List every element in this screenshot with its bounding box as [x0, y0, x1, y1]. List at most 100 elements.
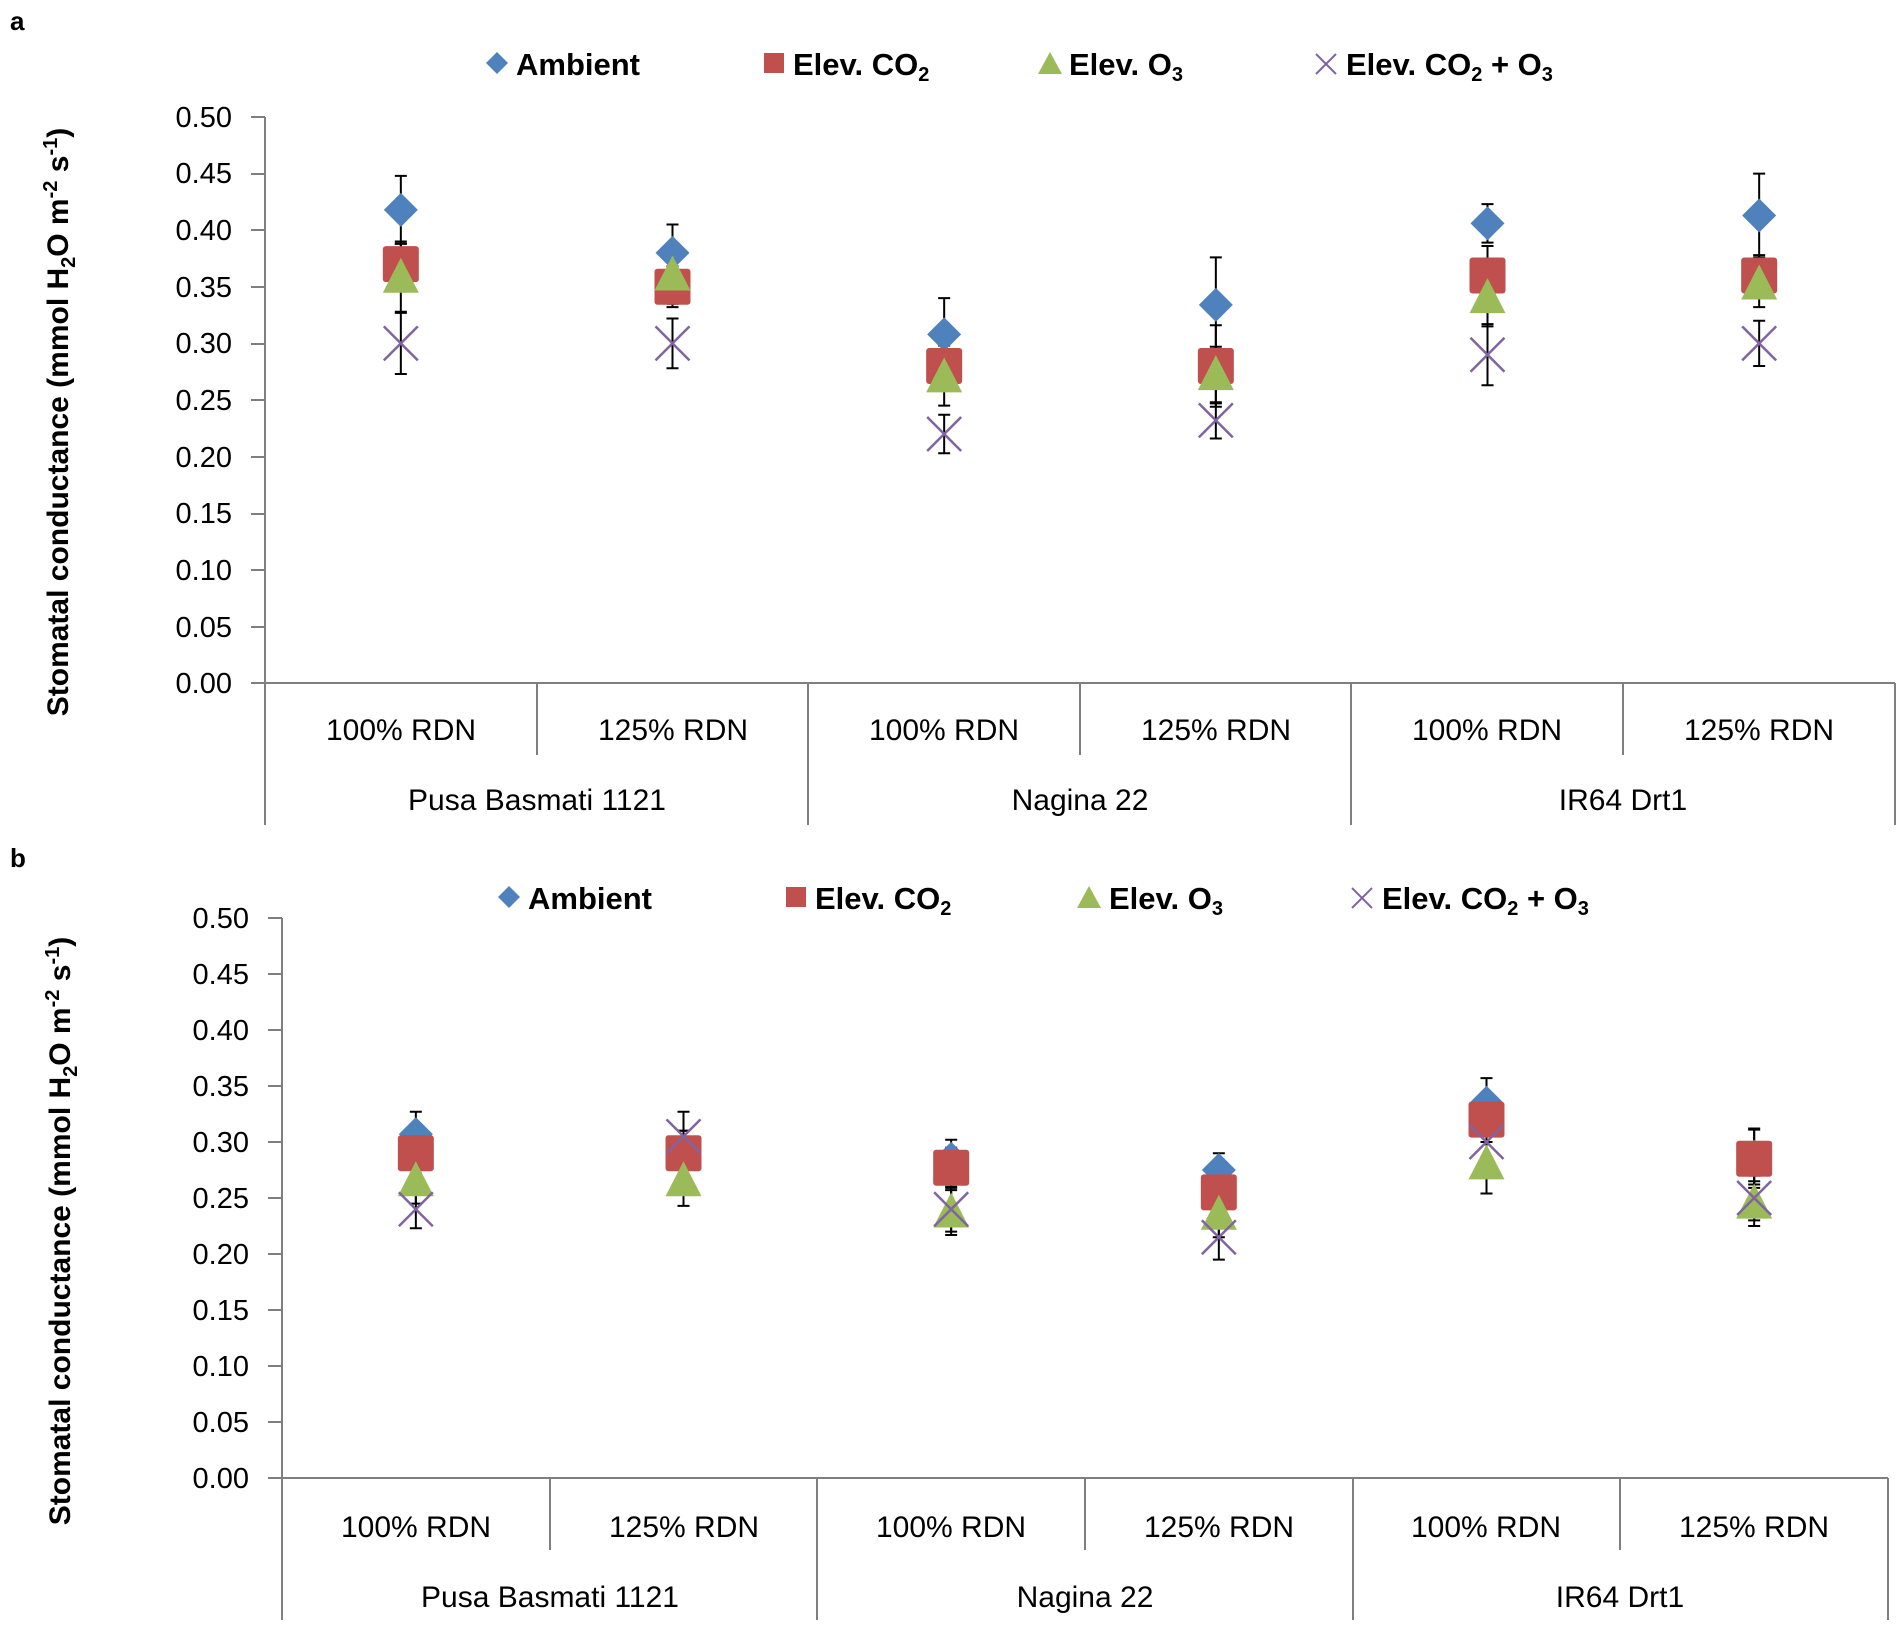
data-point-elev-co2-o3 [933, 1191, 970, 1228]
y-tick-labels: 0.50 0.45 0.40 0.35 0.30 0.25 0.20 0.15 … [176, 102, 232, 700]
legend-item-elev-co2: Elev. CO2 [786, 881, 951, 920]
legend-item-elev-co2: Elev. CO2 [764, 47, 929, 86]
y-tick-label: 0.45 [193, 959, 249, 991]
y-tick-label: 0.30 [193, 1127, 249, 1159]
legend-elev-co2-o3-marker [1315, 53, 1337, 75]
data-point-elev-co2 [1736, 1140, 1773, 1177]
data-point-elev-o3 [1200, 1194, 1237, 1230]
y-tick-label: 0.35 [193, 1071, 249, 1103]
x-tick-label: 125% RDN [1144, 1511, 1294, 1544]
x-tick-label: 100% RDN [876, 1511, 1026, 1544]
legend-ambient-marker [486, 52, 508, 74]
legend-elev-co2-label: Elev. CO2 [793, 47, 929, 86]
data-point-elev-co2-o3 [926, 416, 963, 452]
x-tick-label: 100% RDN [326, 714, 476, 747]
x-category-labels: 100% RDN 125% RDN 100% RDN 125% RDN 100%… [326, 714, 1834, 817]
legend-item-elev-o3: Elev. O3 [1038, 47, 1183, 86]
panel-b: b Ambient Elev. CO2 Elev. O3 Elev. CO2 +… [10, 843, 1889, 1620]
data-point-elev-co2-o3 [1469, 336, 1506, 373]
y-tick-label: 0.05 [176, 612, 232, 644]
x-tick-label: 100% RDN [1411, 1511, 1561, 1544]
data-point-elev-co2 [1468, 1101, 1505, 1138]
legend-elev-co2-o3-marker [1351, 887, 1373, 909]
data-point-elev-co2-o3 [654, 325, 691, 362]
y-axis-title: Stomatal conductance (mmol H2O m-2 s-1) [40, 128, 80, 717]
y-tick-label: 0.05 [193, 1407, 249, 1439]
data-point-elev-co2 [397, 1135, 434, 1172]
y-tick-label: 0.20 [193, 1239, 249, 1271]
panel-letter-a: a [10, 6, 25, 36]
axes [268, 917, 1889, 1620]
legend-item-elev-co2-o3: Elev. CO2 + O3 [1315, 47, 1553, 86]
axes [251, 116, 1896, 825]
legend-item-elev-co2-o3: Elev. CO2 + O3 [1351, 881, 1589, 920]
data-point-elev-co2-o3 [382, 325, 419, 362]
data-point-elev-o3 [654, 255, 691, 291]
x-group-label: Nagina 22 [1017, 1581, 1154, 1614]
data-point-elev-co2-o3 [1200, 1219, 1237, 1256]
legend-elev-o3-marker [1077, 886, 1101, 908]
data-point-elev-o3 [382, 257, 419, 293]
x-tick-label: 100% RDN [869, 714, 1019, 747]
legend-elev-o3-label: Elev. O3 [1069, 47, 1183, 86]
y-tick-label: 0.50 [193, 903, 249, 935]
y-tick-label: 0.10 [193, 1351, 249, 1383]
legend-elev-co2-marker [786, 887, 806, 907]
y-tick-label: 0.40 [193, 1015, 249, 1047]
x-group-label: IR64 Drt1 [1559, 784, 1687, 817]
legend-ambient-label: Ambient [516, 47, 640, 82]
legend-elev-co2-label: Elev. CO2 [815, 881, 951, 920]
data-point-elev-o3 [1468, 1144, 1505, 1180]
y-tick-label: 0.25 [176, 385, 232, 417]
y-tick-label: 0.20 [176, 442, 232, 474]
y-tick-label: 0.10 [176, 555, 232, 587]
legend-elev-o3-label: Elev. O3 [1109, 881, 1223, 920]
legend: Ambient Elev. CO2 Elev. O3 Elev. CO2 + O… [498, 881, 1589, 920]
legend-elev-co2-o3-label: Elev. CO2 + O3 [1346, 47, 1553, 86]
legend-item-ambient: Ambient [498, 881, 652, 916]
data-point-elev-co2 [933, 1149, 970, 1186]
x-tick-label: 100% RDN [341, 1511, 491, 1544]
data-point-ambient [383, 192, 418, 227]
data-point-elev-co2-o3 [1197, 402, 1234, 439]
data-point-elev-o3 [1741, 264, 1778, 300]
data-point-elev-co2-o3 [665, 1118, 702, 1155]
data-point-elev-o3 [397, 1161, 434, 1197]
plot-area-b [397, 1077, 1773, 1261]
data-point-ambient [1198, 287, 1233, 322]
y-tick-label: 0.50 [176, 102, 232, 134]
x-tick-label: 125% RDN [1684, 714, 1834, 747]
data-point-elev-o3 [926, 357, 963, 393]
x-group-label: IR64 Drt1 [1556, 1581, 1684, 1614]
legend-ambient-marker [498, 886, 520, 908]
data-point-elev-o3 [1736, 1183, 1773, 1219]
y-tick-labels: 0.50 0.45 0.40 0.35 0.30 0.25 0.20 0.15 … [193, 903, 249, 1495]
data-point-ambient [655, 235, 690, 270]
data-point-ambient [927, 317, 962, 352]
panel-a: a Ambient Elev. CO2 Elev. O3 Elev. CO2 +… [10, 6, 1896, 825]
legend-ambient-label: Ambient [528, 881, 652, 916]
x-tick-label: 100% RDN [1412, 714, 1562, 747]
y-tick-label: 0.15 [176, 498, 232, 530]
x-tick-label: 125% RDN [598, 714, 748, 747]
data-point-elev-o3 [665, 1161, 702, 1197]
y-tick-label: 0.30 [176, 328, 232, 360]
plot-area-a [382, 172, 1778, 455]
data-point-elev-o3 [1197, 355, 1234, 391]
x-group-label: Pusa Basmati 1121 [408, 784, 666, 817]
y-tick-label: 0.45 [176, 158, 232, 190]
data-point-ambient [1742, 198, 1777, 233]
data-point-elev-o3 [1469, 278, 1506, 314]
panel-letter-b: b [10, 843, 26, 873]
y-axis-title: Stomatal conductance (mmol H2O m-2 s-1) [42, 937, 82, 1526]
data-point-elev-co2-o3 [1741, 325, 1778, 362]
legend-elev-o3-marker [1038, 52, 1062, 74]
y-tick-label: 0.00 [193, 1463, 249, 1495]
x-tick-label: 125% RDN [609, 1511, 759, 1544]
legend: Ambient Elev. CO2 Elev. O3 Elev. CO2 + O… [486, 47, 1553, 86]
y-tick-label: 0.35 [176, 272, 232, 304]
legend-item-ambient: Ambient [486, 47, 640, 82]
legend-elev-co2-o3-label: Elev. CO2 + O3 [1382, 881, 1589, 920]
legend-item-elev-o3: Elev. O3 [1077, 881, 1223, 920]
